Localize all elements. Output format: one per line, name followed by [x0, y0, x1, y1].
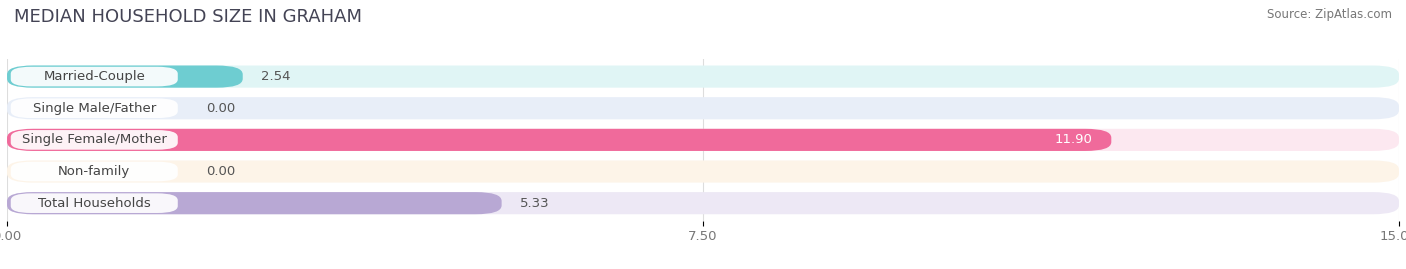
Text: Non-family: Non-family: [58, 165, 131, 178]
FancyBboxPatch shape: [11, 130, 177, 150]
Text: Married-Couple: Married-Couple: [44, 70, 145, 83]
FancyBboxPatch shape: [7, 66, 243, 88]
FancyBboxPatch shape: [7, 97, 1399, 119]
Text: MEDIAN HOUSEHOLD SIZE IN GRAHAM: MEDIAN HOUSEHOLD SIZE IN GRAHAM: [14, 8, 363, 26]
Text: 5.33: 5.33: [520, 197, 550, 210]
FancyBboxPatch shape: [7, 129, 1111, 151]
Text: 0.00: 0.00: [207, 165, 236, 178]
Text: 0.00: 0.00: [207, 102, 236, 115]
FancyBboxPatch shape: [7, 160, 1399, 183]
FancyBboxPatch shape: [7, 129, 1399, 151]
FancyBboxPatch shape: [11, 162, 177, 181]
Text: 11.90: 11.90: [1054, 133, 1092, 146]
FancyBboxPatch shape: [11, 67, 177, 86]
FancyBboxPatch shape: [7, 192, 1399, 214]
FancyBboxPatch shape: [7, 66, 1399, 88]
Text: Total Households: Total Households: [38, 197, 150, 210]
Text: Source: ZipAtlas.com: Source: ZipAtlas.com: [1267, 8, 1392, 21]
Text: Single Male/Father: Single Male/Father: [32, 102, 156, 115]
FancyBboxPatch shape: [7, 192, 502, 214]
FancyBboxPatch shape: [11, 193, 177, 213]
Text: Single Female/Mother: Single Female/Mother: [22, 133, 167, 146]
FancyBboxPatch shape: [11, 98, 177, 118]
Text: 2.54: 2.54: [262, 70, 291, 83]
